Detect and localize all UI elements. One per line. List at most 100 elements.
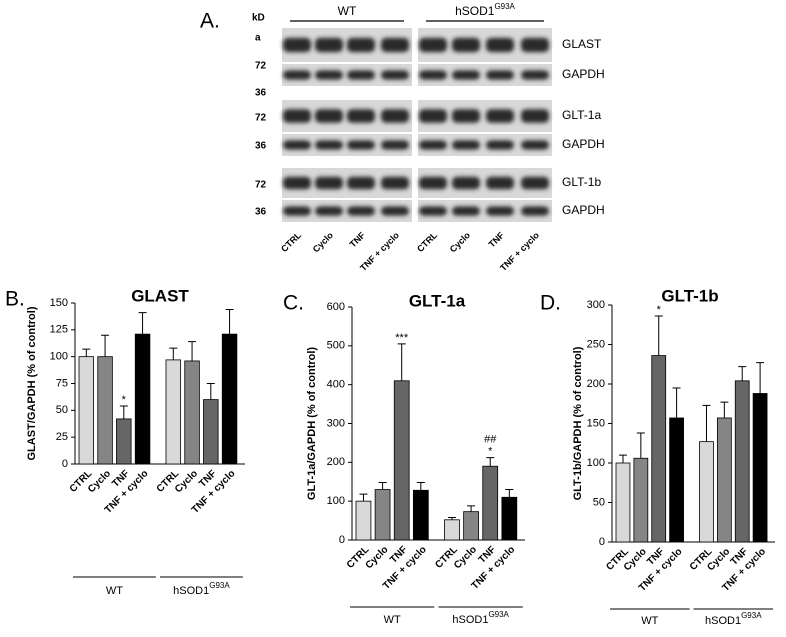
error-bar [447,516,456,520]
error-bar [672,387,681,418]
blot-band [283,109,311,123]
bar [78,356,95,465]
group-label: hSOD1G93A [455,2,515,18]
group-label-main: hSOD1 [452,614,488,626]
group-label-main: hSOD1 [455,4,495,18]
y-tick-label: 0 [599,536,605,548]
blot-band [521,140,549,150]
y-tick-label: 150 [587,417,605,429]
blot-band [347,37,375,53]
group-label-sup: G93A [488,610,509,619]
marker-label: 72 [255,61,267,72]
panel-letter: D. [540,292,561,315]
error-bar [416,482,425,491]
lane-label: Cyclo [448,230,473,255]
blot-band [283,70,311,80]
chart-title: GLT-1b [661,286,718,305]
error-bar [486,457,495,467]
y-tick-label: 125 [50,324,68,336]
blot-band [315,109,343,123]
row-label: GAPDH [562,137,605,151]
group-label-main: WT [106,585,123,597]
bar [734,380,750,543]
group-label: WT [338,4,357,18]
marker-label: 72 [255,180,267,191]
blot-band [381,140,409,150]
significance: *** [395,332,409,344]
bar [134,333,151,465]
blot-band [315,70,343,80]
blot-band [283,176,311,190]
row-label: GLT-1a [562,108,601,122]
blot-band [283,206,311,216]
error-bar [359,493,368,502]
blot-band [381,70,409,80]
marker-label: 72 [255,113,267,124]
blot-band [381,109,409,123]
bar [116,418,132,465]
chart-title: GLT-1a [409,291,466,310]
lane-label: Cyclo [311,230,336,255]
bar [355,500,372,541]
bar [651,355,667,543]
blot-strip [418,134,552,156]
bar [752,393,768,543]
group-label: WT [641,615,658,627]
bar [463,511,479,541]
y-axis-label: GLT-1a/GAPDH (% of control) [306,347,318,501]
group-label-sup: G93A [209,581,230,590]
bar [412,489,429,541]
marker-label: a [255,33,261,44]
group-label: hSOD1G93A [173,581,230,597]
y-tick-label: 100 [587,457,605,469]
blot-band [381,176,409,190]
blot-band [521,70,549,80]
blot-band [419,109,447,123]
y-axis-label: GLAST/GAPDH (% of control) [26,306,38,460]
y-tick-label: 100 [50,351,68,363]
y-axis-label: GLT-1b/GAPDH (% of control) [572,346,584,500]
group-label-main: WT [338,4,357,18]
bar [203,399,219,465]
blot-band [452,176,480,190]
blot-band [347,70,375,80]
blot-band [315,206,343,216]
marker-label: 36 [255,141,267,152]
error-bar [138,312,147,335]
group-label: hSOD1G93A [452,610,509,626]
blot-band [521,109,549,123]
bar [444,519,460,541]
panel-letter: B. [5,288,25,311]
blot-band [521,176,549,190]
error-bar [618,454,627,463]
blot-band [283,140,311,150]
error-bar [654,315,663,356]
blot-band [315,176,343,190]
error-bar [119,405,128,419]
error-bar [720,401,729,418]
error-bar [82,348,91,357]
bar [393,380,410,541]
blot-band [521,37,549,53]
blot-band [419,37,447,53]
y-tick-label: 300 [327,417,345,429]
error-bar [169,347,178,360]
blot-band [347,176,375,190]
bar [97,356,113,465]
group-label-sup: G93A [494,2,515,11]
error-bar [702,404,711,442]
blot-strip [418,64,552,86]
group-label: WT [384,614,401,626]
y-tick-label: 400 [327,379,345,391]
error-bar [378,482,387,490]
error-bar [505,489,514,498]
lane-label: TNF [487,230,507,250]
blot-band [452,109,480,123]
error-bar [756,362,765,394]
error-bar [397,343,406,381]
y-tick-label: 0 [339,534,345,546]
group-label: WT [106,585,123,597]
bar [699,441,714,543]
blot-band [486,206,514,216]
